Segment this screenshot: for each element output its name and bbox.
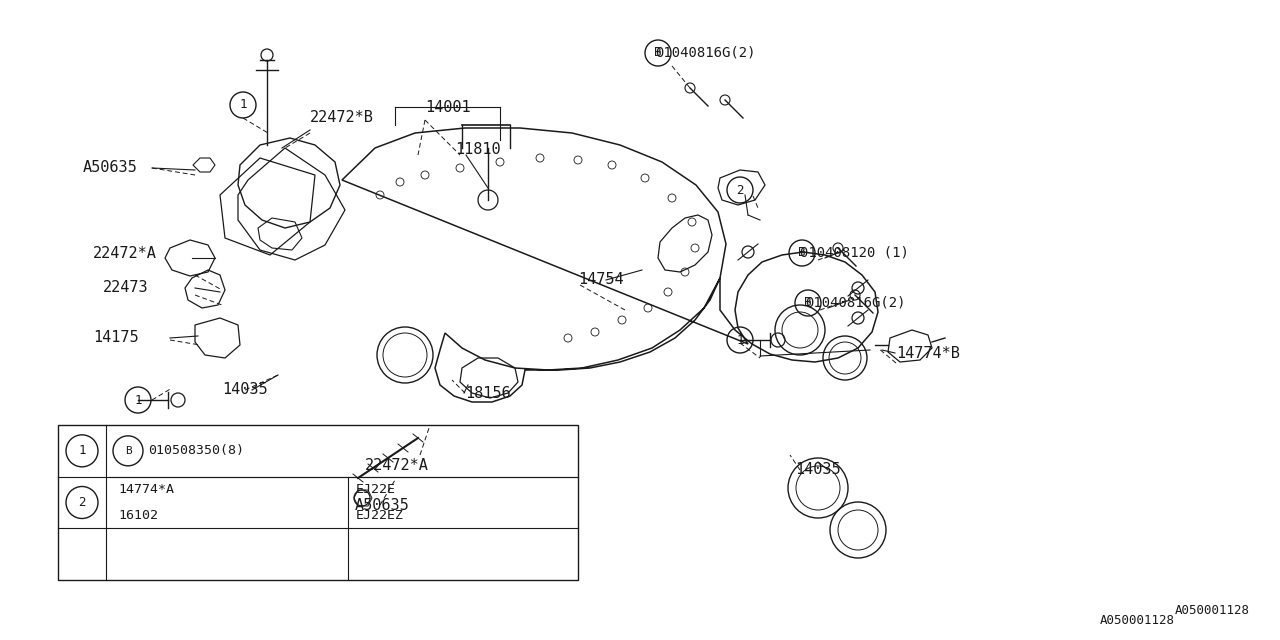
Bar (58, 425, 579, 580)
Text: 1: 1 (134, 394, 142, 406)
Text: 01040816G(2): 01040816G(2) (655, 46, 755, 60)
Text: 2: 2 (78, 496, 86, 509)
Text: EJ22EZ: EJ22EZ (356, 509, 404, 522)
Text: 14001: 14001 (425, 99, 471, 115)
Text: 14754: 14754 (579, 273, 623, 287)
Text: 14774*A: 14774*A (118, 483, 174, 496)
Text: 2: 2 (736, 184, 744, 196)
Text: 14774*B: 14774*B (896, 346, 960, 360)
Text: 18156: 18156 (465, 385, 511, 401)
Text: 22472*B: 22472*B (310, 111, 374, 125)
Text: EJ22E: EJ22E (356, 483, 396, 496)
Text: 1: 1 (736, 333, 744, 346)
Text: 14175: 14175 (93, 330, 138, 346)
Text: B: B (124, 446, 132, 456)
Text: 14035: 14035 (795, 463, 841, 477)
Text: 22472*A: 22472*A (93, 246, 157, 260)
Text: 22473: 22473 (102, 280, 148, 296)
Text: 010408120 (1): 010408120 (1) (800, 246, 909, 260)
Text: A50635: A50635 (83, 161, 138, 175)
Text: 1: 1 (78, 444, 86, 458)
Text: B: B (804, 296, 812, 310)
Text: A50635: A50635 (355, 497, 410, 513)
Text: A050001128: A050001128 (1175, 604, 1251, 616)
Text: 11810: 11810 (454, 143, 500, 157)
Text: 16102: 16102 (118, 509, 157, 522)
Text: B: B (799, 246, 805, 259)
Text: 01040816G(2): 01040816G(2) (805, 296, 905, 310)
Text: 14035: 14035 (221, 383, 268, 397)
Text: A050001128: A050001128 (1100, 614, 1175, 627)
Text: 1: 1 (239, 99, 247, 111)
Text: 010508350(8): 010508350(8) (148, 444, 244, 458)
Text: 22472*A: 22472*A (365, 458, 429, 472)
Text: B: B (654, 47, 662, 60)
